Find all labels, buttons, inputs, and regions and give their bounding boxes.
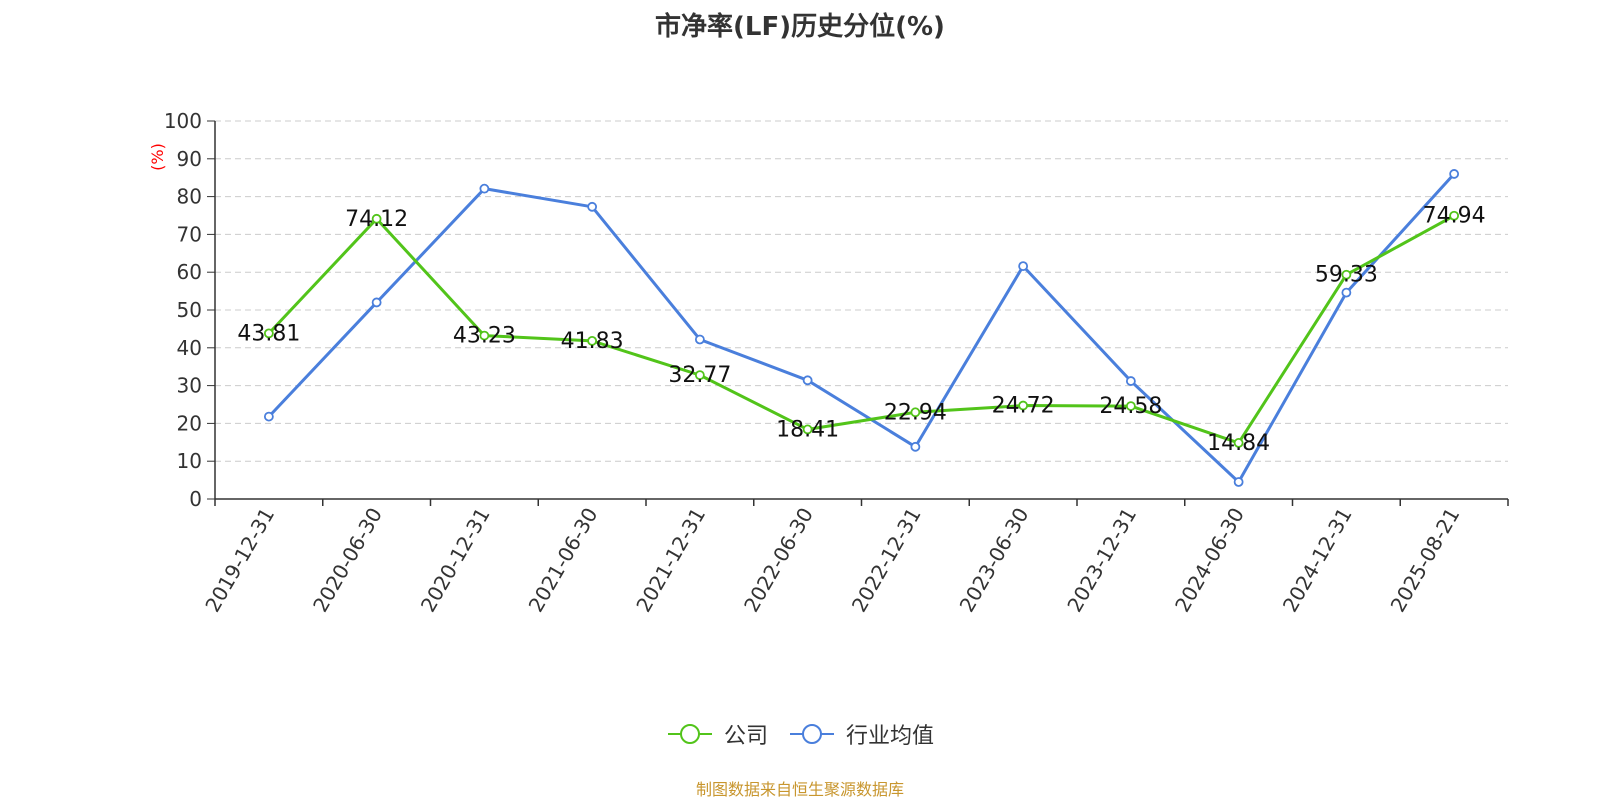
company-data-label: 32.77	[668, 363, 731, 388]
chart-title: 市净率(LF)历史分位(%)	[655, 12, 945, 42]
legend-item-industry-avg[interactable]: 行业均值	[788, 718, 934, 750]
x-tick-label: 2024-12-31	[1278, 504, 1357, 617]
x-tick-label: 2020-06-30	[308, 504, 387, 617]
company-data-point	[910, 407, 921, 418]
y-tick-label: 30	[177, 374, 202, 398]
x-tick-label: 2023-12-31	[1062, 504, 1141, 617]
x-tick-label: 2022-06-30	[739, 504, 818, 617]
legend-item-company[interactable]: 公司	[666, 718, 768, 750]
y-tick-label: 20	[177, 411, 202, 435]
company-data-point	[694, 370, 705, 381]
company-data-label: 14.84	[1207, 431, 1270, 456]
industry-series-line	[267, 172, 1456, 484]
company-data-point	[1018, 400, 1029, 411]
industry-data-point	[1125, 376, 1136, 386]
industry-data-point	[1449, 169, 1460, 179]
company-data-point	[1449, 210, 1460, 221]
industry-data-point	[694, 334, 705, 345]
legend-label-company: 公司	[723, 724, 768, 749]
y-tick-label: 40	[177, 336, 202, 360]
company-data-label: 41.83	[561, 329, 624, 354]
y-tick-label: 50	[177, 298, 202, 322]
x-tick-label: 2019-12-31	[200, 504, 279, 617]
company-data-point	[1125, 401, 1136, 411]
company-data-label: 43.81	[237, 321, 300, 346]
company-data-point	[263, 328, 274, 339]
industry-data-point	[1341, 287, 1352, 298]
company-data-label: 22.94	[884, 400, 947, 425]
company-data-label: 24.58	[1099, 394, 1162, 419]
y-tick-label: 90	[177, 147, 202, 171]
legend-label-industry-avg: 行业均值	[846, 724, 935, 749]
legend-company-line-icon	[667, 724, 712, 744]
industry-data-point	[1018, 261, 1029, 272]
x-tick-label: 2025-08-21	[1386, 504, 1465, 617]
company-data-point	[802, 424, 813, 435]
company-data-point	[587, 335, 598, 346]
source-note: 制图数据来自恒生聚源数据库	[695, 780, 904, 799]
industry-data-point	[910, 441, 921, 452]
company-data-point	[1233, 438, 1244, 448]
industry-data-point	[371, 297, 382, 308]
industry-data-point	[587, 201, 598, 212]
x-tick-label: 2022-12-31	[847, 504, 926, 617]
company-series-line	[267, 214, 1455, 445]
x-tick-label: 2024-06-30	[1170, 504, 1249, 617]
y-tick-label: 100	[164, 109, 202, 133]
industry-data-point	[263, 411, 274, 422]
y-tick-label: 0	[189, 487, 202, 511]
company-data-label: 43.23	[453, 324, 516, 349]
y-tick-label: 70	[177, 222, 202, 246]
company-data-point	[479, 330, 490, 341]
x-tick-label: 2021-06-30	[524, 504, 603, 617]
y-tick-label: 10	[177, 449, 202, 473]
industry-data-point	[802, 375, 813, 386]
company-data-label: 74.12	[345, 207, 408, 232]
company-data-label: 74.94	[1423, 204, 1486, 229]
x-tick-label: 2021-12-31	[631, 504, 710, 617]
legend: 公司 行业均值	[0, 718, 1600, 750]
company-data-point	[371, 213, 382, 224]
y-tick-label: 80	[177, 185, 202, 209]
y-tick-label: 60	[177, 260, 202, 284]
y-axis-unit-label: (%)	[148, 143, 167, 171]
legend-industry-line-icon	[790, 724, 834, 744]
industry-data-point	[1233, 477, 1244, 487]
company-data-label: 24.72	[992, 394, 1055, 419]
x-tick-label: 2023-06-30	[955, 504, 1034, 617]
company-data-point	[1341, 269, 1352, 280]
company-data-label: 18.41	[776, 417, 839, 442]
x-tick-label: 2020-12-31	[416, 504, 495, 617]
company-data-label: 59.33	[1315, 263, 1378, 288]
industry-data-point	[479, 183, 490, 194]
